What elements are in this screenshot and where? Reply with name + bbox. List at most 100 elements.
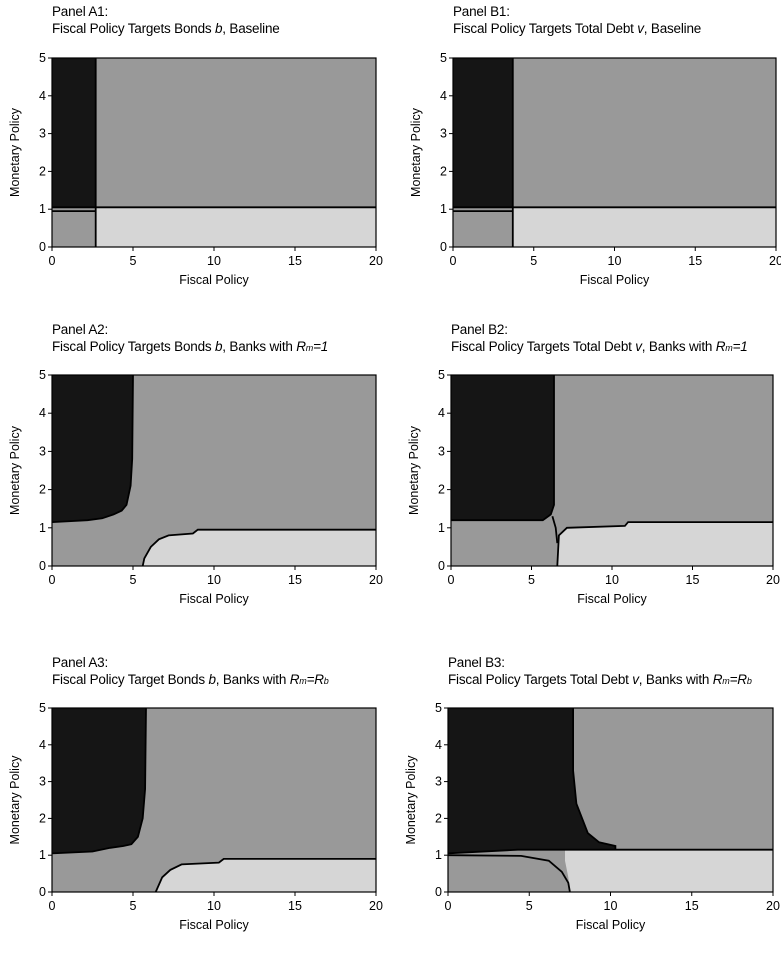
panel-a3: Panel A3: Fiscal Policy Target Bonds b, … bbox=[0, 638, 390, 959]
chart-b1: 0 1 2 3 4 5 0 5 10 15 20 Fiscal Policy Monetary Poli… bbox=[409, 51, 781, 287]
y-tick-label: 2 bbox=[39, 811, 46, 825]
region-boundary bbox=[556, 521, 773, 567]
x-tick-label: 20 bbox=[769, 254, 781, 268]
x-tick-label: 20 bbox=[369, 573, 383, 587]
x-tick-label: 10 bbox=[604, 899, 618, 913]
panel-subtitle: Fiscal Policy Targets Bonds b, Baseline bbox=[52, 21, 280, 36]
y-tick-label: 5 bbox=[39, 701, 46, 715]
region-dark bbox=[52, 375, 133, 523]
region-medium bbox=[453, 211, 513, 247]
x-axis-label: Fiscal Policy bbox=[577, 592, 647, 606]
y-tick-label: 1 bbox=[39, 848, 46, 862]
x-axis-label: Fiscal Policy bbox=[179, 592, 249, 606]
x-tick-label: 0 bbox=[450, 254, 457, 268]
x-tick-label: 0 bbox=[445, 899, 452, 913]
y-tick-label: 1 bbox=[39, 521, 46, 535]
region-dark bbox=[52, 708, 146, 854]
y-tick-label: 3 bbox=[39, 775, 46, 789]
panel-b2: Panel B2: Fiscal Policy Targets Total De… bbox=[391, 318, 781, 638]
x-tick-label: 20 bbox=[766, 573, 780, 587]
y-tick-label: 0 bbox=[435, 885, 442, 899]
panel-label: Panel B2: bbox=[451, 322, 508, 337]
region-medium bbox=[52, 211, 96, 247]
panel-title: Panel A3: Fiscal Policy Target Bonds b, … bbox=[52, 654, 329, 690]
y-axis-label: Monetary Policy bbox=[404, 755, 418, 845]
region-dark bbox=[453, 58, 513, 208]
x-tick-label: 20 bbox=[369, 899, 383, 913]
x-tick-label: 20 bbox=[766, 899, 780, 913]
x-tick-label: 0 bbox=[49, 899, 56, 913]
x-axis-label: Fiscal Policy bbox=[179, 273, 249, 287]
x-axis-label: Fiscal Policy bbox=[580, 273, 650, 287]
panel-subtitle: Fiscal Policy Targets Total Debt v, Bank… bbox=[448, 672, 752, 687]
y-axis-label: Monetary Policy bbox=[8, 425, 22, 515]
y-tick-label: 0 bbox=[39, 240, 46, 254]
panel-label: Panel B1: bbox=[453, 4, 510, 19]
x-tick-label: 20 bbox=[369, 254, 383, 268]
panel-label: Panel A1: bbox=[52, 4, 108, 19]
panel-label: Panel A3: bbox=[52, 655, 108, 670]
y-axis-label: Monetary Policy bbox=[8, 107, 22, 197]
chart-a1: 0 1 2 3 4 5 0 5 10 15 20 Fiscal Policy Monetary Poli… bbox=[8, 51, 383, 287]
region-boundary bbox=[447, 848, 773, 855]
y-tick-label: 3 bbox=[435, 775, 442, 789]
y-tick-label: 2 bbox=[440, 164, 447, 178]
x-tick-label: 5 bbox=[530, 254, 537, 268]
y-tick-label: 1 bbox=[438, 521, 445, 535]
panel-label: Panel A2: bbox=[52, 322, 108, 337]
x-tick-label: 15 bbox=[688, 254, 702, 268]
panel-subtitle: Fiscal Policy Targets Total Debt v, Bank… bbox=[451, 339, 748, 354]
region-light bbox=[512, 207, 776, 247]
x-axis-label: Fiscal Policy bbox=[179, 918, 249, 932]
x-tick-label: 15 bbox=[686, 573, 700, 587]
y-axis-label: Monetary Policy bbox=[409, 107, 423, 197]
region-light bbox=[95, 207, 376, 247]
region-light bbox=[557, 522, 773, 566]
region-dark bbox=[448, 708, 616, 854]
x-tick-label: 15 bbox=[288, 899, 302, 913]
y-tick-label: 3 bbox=[438, 444, 445, 458]
y-tick-label: 5 bbox=[440, 51, 447, 65]
panel-a1: Panel A1: Fiscal Policy Targets Bonds b,… bbox=[0, 0, 390, 315]
x-tick-label: 10 bbox=[605, 573, 619, 587]
region-dark bbox=[451, 375, 554, 521]
x-tick-label: 5 bbox=[528, 573, 535, 587]
x-tick-label: 5 bbox=[130, 254, 137, 268]
y-tick-label: 4 bbox=[440, 89, 447, 103]
x-tick-label: 5 bbox=[526, 899, 533, 913]
y-tick-label: 2 bbox=[435, 811, 442, 825]
x-tick-label: 10 bbox=[207, 899, 221, 913]
y-tick-label: 5 bbox=[438, 368, 445, 382]
region-boundary bbox=[51, 707, 147, 855]
panel-a2: Panel A2: Fiscal Policy Targets Bonds b,… bbox=[0, 318, 390, 638]
x-tick-label: 10 bbox=[207, 254, 221, 268]
region-light bbox=[565, 849, 773, 892]
panel-subtitle: Fiscal Policy Targets Bonds b, Banks wit… bbox=[52, 339, 329, 354]
y-axis-label: Monetary Policy bbox=[407, 425, 421, 515]
y-tick-label: 1 bbox=[435, 848, 442, 862]
panel-label: Panel B3: bbox=[448, 655, 505, 670]
y-tick-label: 4 bbox=[39, 89, 46, 103]
panel-b3: Panel B3: Fiscal Policy Targets Total De… bbox=[391, 638, 781, 959]
y-tick-label: 2 bbox=[39, 164, 46, 178]
x-tick-label: 0 bbox=[49, 254, 56, 268]
x-tick-label: 15 bbox=[685, 899, 699, 913]
x-tick-label: 10 bbox=[608, 254, 622, 268]
x-tick-label: 0 bbox=[49, 573, 56, 587]
y-tick-label: 1 bbox=[440, 202, 447, 216]
y-tick-label: 5 bbox=[39, 51, 46, 65]
x-axis-label: Fiscal Policy bbox=[576, 918, 646, 932]
y-tick-label: 2 bbox=[39, 483, 46, 497]
panel-b1: Panel B1: Fiscal Policy Targets Total De… bbox=[391, 0, 781, 315]
region-boundary bbox=[447, 854, 571, 893]
y-tick-label: 5 bbox=[39, 368, 46, 382]
panel-title: Panel A2: Fiscal Policy Targets Bonds b,… bbox=[52, 321, 328, 357]
x-tick-label: 0 bbox=[448, 573, 455, 587]
region-boundary bbox=[51, 374, 134, 523]
y-tick-label: 0 bbox=[438, 559, 445, 573]
region-boundary bbox=[141, 528, 376, 567]
x-tick-label: 15 bbox=[288, 573, 302, 587]
region-light bbox=[142, 529, 376, 566]
y-tick-label: 3 bbox=[440, 127, 447, 141]
y-tick-label: 4 bbox=[39, 406, 46, 420]
